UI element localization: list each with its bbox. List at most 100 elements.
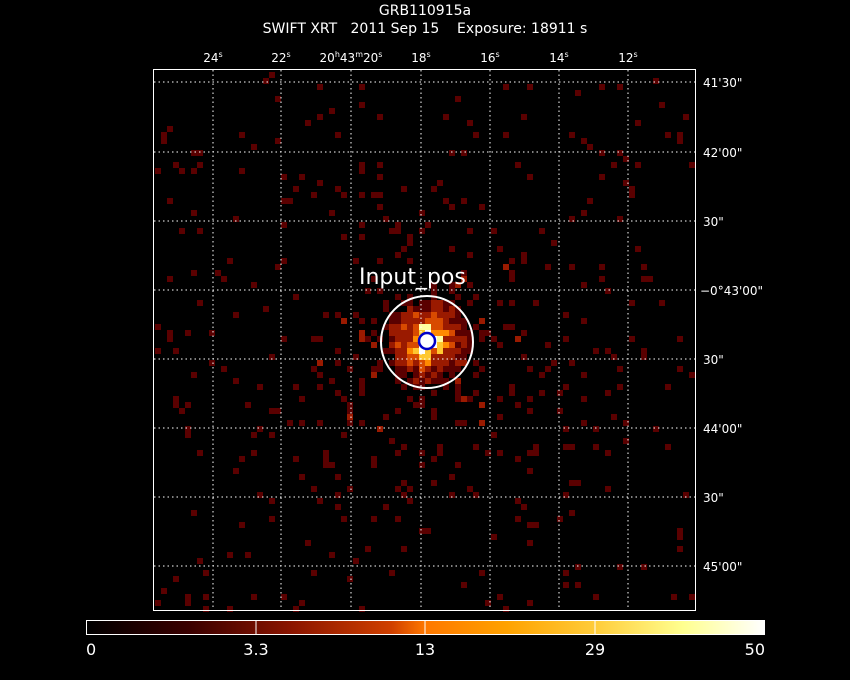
- image-pixel: [389, 324, 395, 330]
- image-pixel: [449, 246, 455, 252]
- image-pixel: [611, 354, 617, 360]
- image-pixel: [395, 360, 401, 366]
- image-pixel: [431, 300, 437, 306]
- image-pixel: [461, 348, 467, 354]
- image-pixel: [419, 228, 425, 234]
- image-pixel: [641, 276, 647, 282]
- image-pixel: [593, 444, 599, 450]
- image-pixel: [431, 360, 437, 366]
- image-pixel: [431, 408, 437, 414]
- image-pixel: [407, 306, 413, 312]
- image-pixel: [299, 474, 305, 480]
- image-pixel: [323, 450, 329, 456]
- image-pixel: [359, 336, 365, 342]
- image-pixel: [533, 522, 539, 528]
- image-pixel: [407, 324, 413, 330]
- image-pixel: [599, 174, 605, 180]
- image-pixel: [407, 366, 413, 372]
- dec-tick-label: −0°43'00": [700, 284, 763, 298]
- image-pixel: [653, 426, 659, 432]
- image-pixel: [419, 366, 425, 372]
- image-pixel: [425, 372, 431, 378]
- image-pixel: [449, 354, 455, 360]
- image-pixel: [557, 516, 563, 522]
- dec-tick-label: 30": [703, 353, 724, 367]
- image-pixel: [317, 372, 323, 378]
- image-pixel: [527, 366, 533, 372]
- image-pixel: [449, 348, 455, 354]
- image-pixel: [413, 372, 419, 378]
- image-pixel: [419, 450, 425, 456]
- image-pixel: [377, 174, 383, 180]
- image-pixel: [389, 348, 395, 354]
- image-pixel: [491, 336, 497, 342]
- image-pixel: [167, 126, 173, 132]
- image-pixel: [485, 330, 491, 336]
- image-pixel: [617, 216, 623, 222]
- image-pixel: [401, 354, 407, 360]
- image-pixel: [191, 150, 197, 156]
- image-pixel: [443, 198, 449, 204]
- image-pixel: [305, 120, 311, 126]
- image-pixel: [641, 564, 647, 570]
- image-pixel: [407, 294, 413, 300]
- image-pixel: [377, 192, 383, 198]
- image-pixel: [569, 132, 575, 138]
- image-pixel: [311, 486, 317, 492]
- image-pixel: [527, 450, 533, 456]
- image-pixel: [449, 282, 455, 288]
- observation-subtitle: SWIFT XRT 2011 Sep 15 Exposure: 18911 s: [262, 21, 588, 37]
- image-pixel: [503, 324, 509, 330]
- image-pixel: [527, 396, 533, 402]
- image-pixel: [401, 336, 407, 342]
- image-pixel: [425, 306, 431, 312]
- image-pixel: [281, 594, 287, 600]
- image-pixel: [437, 336, 443, 342]
- image-pixel: [581, 372, 587, 378]
- image-pixel: [233, 312, 239, 318]
- image-pixel: [359, 168, 365, 174]
- image-pixel: [473, 132, 479, 138]
- image-pixel: [497, 396, 503, 402]
- image-pixel: [407, 396, 413, 402]
- image-pixel: [467, 330, 473, 336]
- image-pixel: [425, 324, 431, 330]
- image-pixel: [155, 600, 161, 606]
- image-pixel: [191, 372, 197, 378]
- image-pixel: [161, 138, 167, 144]
- image-pixel: [323, 456, 329, 462]
- image-pixel: [269, 354, 275, 360]
- colorbar-tick-label: 50: [745, 640, 765, 659]
- image-pixel: [395, 372, 401, 378]
- image-pixel: [449, 372, 455, 378]
- image-pixel: [233, 468, 239, 474]
- image-pixel: [527, 468, 533, 474]
- image-pixel: [407, 348, 413, 354]
- image-pixel: [371, 342, 377, 348]
- image-pixel: [395, 318, 401, 324]
- image-pixel: [341, 192, 347, 198]
- image-pixel: [353, 558, 359, 564]
- image-pixel: [503, 84, 509, 90]
- image-pixel: [197, 150, 203, 156]
- image-pixel: [203, 570, 209, 576]
- image-pixel: [257, 426, 263, 432]
- image-pixel: [425, 222, 431, 228]
- image-pixel: [203, 594, 209, 600]
- image-pixel: [359, 234, 365, 240]
- image-pixel: [677, 132, 683, 138]
- image-pixel: [335, 186, 341, 192]
- image-pixel: [473, 324, 479, 330]
- image-pixel: [449, 312, 455, 318]
- image-pixel: [461, 198, 467, 204]
- image-pixel: [605, 486, 611, 492]
- image-pixel: [563, 582, 569, 588]
- image-pixel: [161, 132, 167, 138]
- image-pixel: [305, 540, 311, 546]
- image-pixel: [401, 186, 407, 192]
- image-pixel: [185, 426, 191, 432]
- image-pixel: [431, 288, 437, 294]
- image-pixel: [677, 366, 683, 372]
- colorbar-tick-label: 0: [86, 640, 96, 659]
- image-pixel: [371, 516, 377, 522]
